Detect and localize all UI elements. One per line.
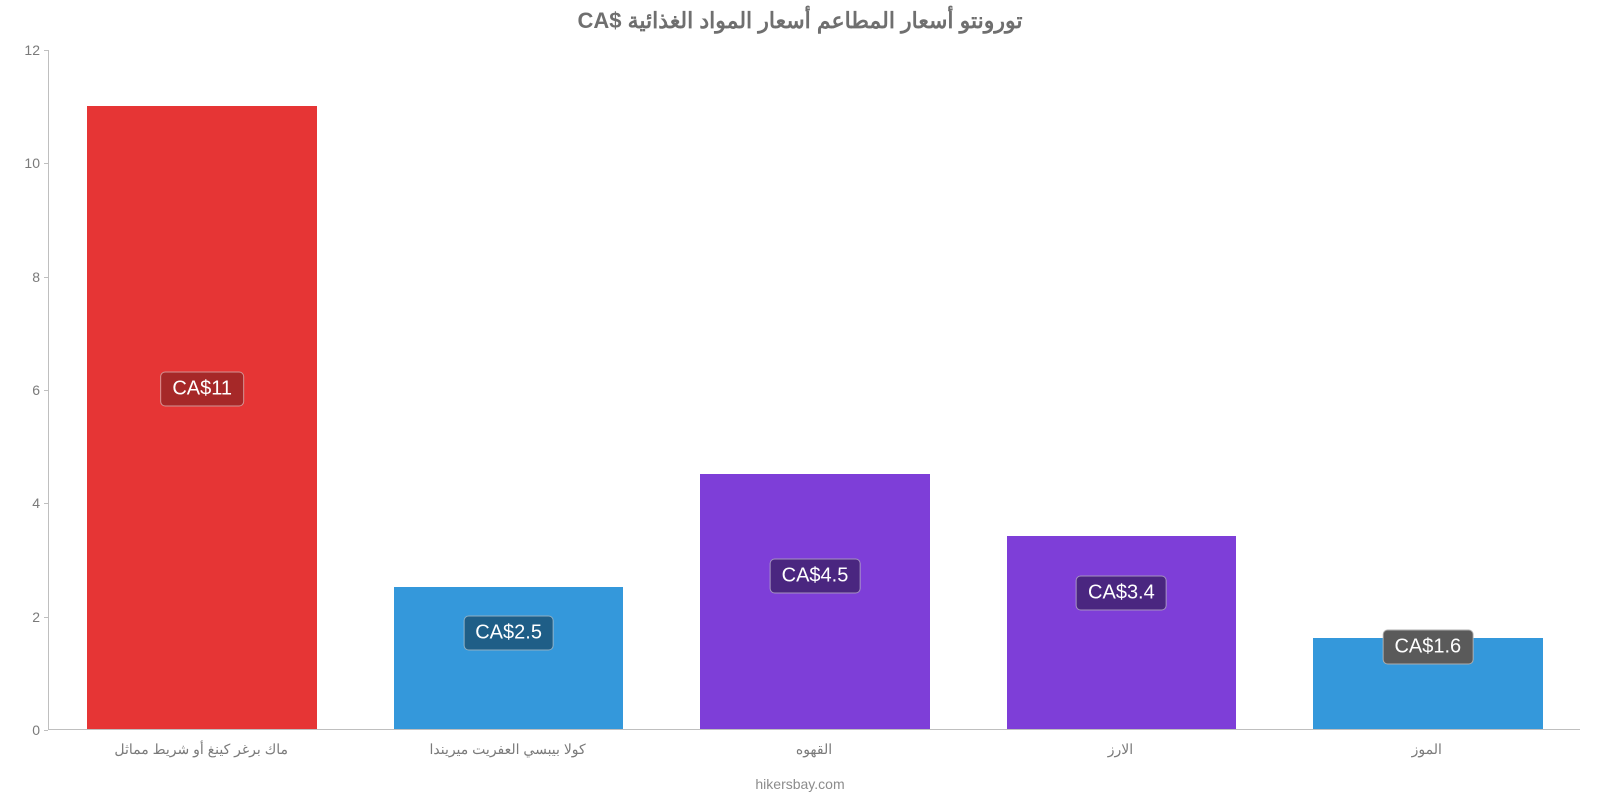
value-badge: CA$3.4 bbox=[1076, 576, 1167, 611]
chart-title: تورونتو أسعار المطاعم أسعار المواد الغذا… bbox=[0, 8, 1600, 34]
value-badge: CA$1.6 bbox=[1382, 629, 1473, 664]
y-tick-label: 2 bbox=[0, 609, 40, 625]
y-tick-label: 8 bbox=[0, 269, 40, 285]
bar bbox=[394, 587, 624, 729]
chart-container: تورونتو أسعار المطاعم أسعار المواد الغذا… bbox=[0, 0, 1600, 800]
value-badge: CA$2.5 bbox=[463, 615, 554, 650]
plot-area: CA$11 CA$2.5 CA$4.5 CA$3.4 CA$1.6 bbox=[48, 50, 1580, 730]
y-tick-label: 10 bbox=[0, 155, 40, 171]
y-tick-label: 0 bbox=[0, 722, 40, 738]
bar bbox=[1007, 536, 1237, 729]
value-badge: CA$11 bbox=[160, 372, 244, 407]
x-tick-label: الارز bbox=[1108, 741, 1133, 758]
y-tick-mark bbox=[44, 730, 48, 731]
value-badge: CA$4.5 bbox=[770, 559, 861, 594]
bar bbox=[87, 106, 317, 729]
x-tick-label: كولا بيبسي العفريت ميريندا bbox=[429, 741, 585, 758]
x-tick-label: ماك برغر كينغ أو شريط مماثل bbox=[114, 741, 288, 758]
chart-source: hikersbay.com bbox=[0, 776, 1600, 792]
y-tick-label: 6 bbox=[0, 382, 40, 398]
bar bbox=[700, 474, 930, 729]
y-tick-label: 4 bbox=[0, 495, 40, 511]
x-tick-label: القهوه bbox=[796, 741, 832, 758]
x-tick-label: الموز bbox=[1412, 741, 1442, 758]
y-tick-label: 12 bbox=[0, 42, 40, 58]
